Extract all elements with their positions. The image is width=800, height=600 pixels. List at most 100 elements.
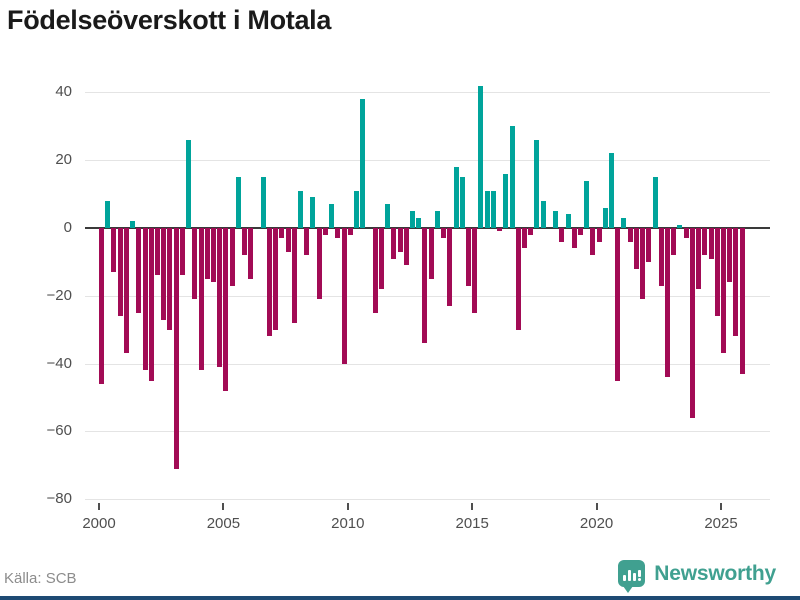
quarter-bar[interactable] [503,173,509,228]
quarter-bar[interactable] [472,228,478,313]
quarter-bar[interactable] [210,228,216,283]
quarter-bar[interactable] [484,190,490,228]
quarter-bar[interactable] [130,221,136,228]
quarter-bar[interactable] [702,228,708,256]
quarter-bar[interactable] [204,228,210,279]
quarter-bar[interactable] [733,228,739,337]
quarter-bar[interactable] [105,200,111,228]
quarter-bar[interactable] [223,228,229,391]
quarter-bar[interactable] [391,228,397,259]
quarter-bar[interactable] [291,228,297,323]
quarter-bar[interactable] [329,204,335,228]
quarter-bar[interactable] [627,228,633,242]
quarter-bar[interactable] [459,177,465,228]
quarter-bar[interactable] [248,228,254,279]
quarter-bar[interactable] [708,228,714,259]
quarter-bar[interactable] [410,211,415,228]
quarter-bar[interactable] [633,228,639,269]
quarter-bar[interactable] [304,228,310,256]
quarter-bar[interactable] [385,204,391,228]
quarter-bar[interactable] [192,228,198,300]
quarter-bar[interactable] [117,228,123,317]
quarter-bar[interactable] [689,228,695,418]
quarter-bar[interactable] [217,228,223,367]
quarter-bar[interactable] [515,228,521,330]
quarter-bar[interactable] [721,228,726,354]
quarter-bar[interactable] [640,228,646,300]
quarter-bar[interactable] [397,228,403,252]
quarter-bar[interactable] [571,228,577,249]
newsworthy-logo[interactable]: Newsworthy [618,560,776,593]
quarter-bar[interactable] [559,228,565,242]
quarter-bar[interactable] [584,180,590,228]
quarter-bar[interactable] [621,217,627,228]
quarter-bar[interactable] [528,228,534,235]
quarter-bar[interactable] [714,228,720,317]
quarter-bar[interactable] [665,228,671,378]
quarter-bar[interactable] [186,139,192,228]
quarter-bar[interactable] [683,228,689,239]
quarter-bar[interactable] [465,228,471,286]
quarter-bar[interactable] [596,228,602,242]
quarter-bar[interactable] [99,228,104,384]
quarter-bar[interactable] [615,228,621,381]
quarter-bar[interactable] [671,228,677,256]
quarter-bar[interactable] [540,200,546,228]
quarter-bar[interactable] [727,228,733,283]
quarter-bar[interactable] [441,228,447,239]
quarter-bar[interactable] [658,228,664,286]
quarter-bar[interactable] [422,228,428,344]
quarter-bar[interactable] [173,228,179,469]
quarter-bar[interactable] [285,228,291,252]
quarter-bar[interactable] [646,228,652,262]
quarter-bar[interactable] [279,228,285,239]
quarter-bar[interactable] [161,228,167,320]
quarter-bar[interactable] [148,228,154,381]
quarter-bar[interactable] [534,139,540,228]
quarter-bar[interactable] [260,177,266,228]
quarter-bar[interactable] [416,217,422,228]
quarter-bar[interactable] [298,190,304,228]
quarter-bar[interactable] [154,228,160,276]
quarter-bar[interactable] [434,211,440,228]
quarter-bar[interactable] [478,85,484,228]
quarter-bar[interactable] [136,228,142,313]
quarter-bar[interactable] [322,228,328,235]
quarter-bar[interactable] [453,166,459,228]
quarter-bar[interactable] [335,228,341,239]
quarter-bar[interactable] [111,228,117,273]
quarter-bar[interactable] [565,214,571,228]
quarter-bar[interactable] [372,228,378,313]
quarter-bar[interactable] [179,228,185,276]
quarter-bar[interactable] [378,228,384,290]
quarter-bar[interactable] [167,228,173,330]
quarter-bar[interactable] [553,211,559,228]
quarter-bar[interactable] [142,228,148,371]
quarter-bar[interactable] [310,197,316,228]
quarter-bar[interactable] [403,228,409,266]
quarter-bar[interactable] [360,99,366,228]
quarter-bar[interactable] [235,177,241,228]
quarter-bar[interactable] [696,228,702,290]
quarter-bar[interactable] [590,228,596,256]
quarter-bar[interactable] [229,228,235,286]
quarter-bar[interactable] [739,228,745,374]
quarter-bar[interactable] [652,177,658,228]
quarter-bar[interactable] [273,228,279,330]
quarter-bar[interactable] [509,126,515,228]
quarter-bar[interactable] [602,207,608,228]
quarter-bar[interactable] [677,224,683,228]
quarter-bar[interactable] [347,228,353,235]
quarter-bar[interactable] [266,228,272,337]
quarter-bar[interactable] [521,228,527,249]
quarter-bar[interactable] [123,228,129,354]
quarter-bar[interactable] [341,228,347,364]
quarter-bar[interactable] [497,228,503,232]
quarter-bar[interactable] [316,228,322,300]
quarter-bar[interactable] [198,228,204,371]
quarter-bar[interactable] [428,228,434,279]
quarter-bar[interactable] [354,190,360,228]
quarter-bar[interactable] [447,228,453,306]
quarter-bar[interactable] [242,228,248,256]
quarter-bar[interactable] [577,228,583,235]
